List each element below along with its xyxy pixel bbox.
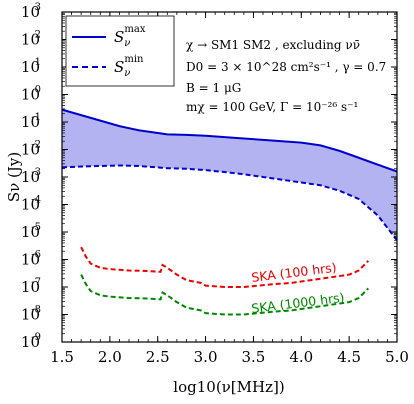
y-tick-label: 10-4 <box>21 195 41 214</box>
y-tick-label: 101 <box>21 57 41 76</box>
x-tick-label: 3.0 <box>194 348 218 366</box>
annotation-mass-rate: mχ = 100 GeV, Γ = 10⁻²⁶ s⁻¹ <box>186 100 358 114</box>
series-layer <box>61 108 398 316</box>
y-tick-label: 10-6 <box>21 250 41 269</box>
sv-band-fill <box>62 109 397 241</box>
annotation-bfield: B = 1 μG <box>186 81 241 95</box>
legend-max-label: Sνmax <box>114 24 146 49</box>
legend: Sνmax Sνmin <box>65 15 175 87</box>
y-tick-label: 10-9 <box>21 332 41 351</box>
tick-label-layer: 1.5 2.0 2.5 3.0 3.5 4.0 4.5 5.0 103 102 101 100 10-1… <box>21 2 409 366</box>
x-tick-label: 4.0 <box>289 348 313 366</box>
y-tick-label: 10-8 <box>21 305 41 324</box>
legend-min-label: Sνmin <box>114 54 144 79</box>
y-tick-label: 10-5 <box>21 222 41 241</box>
annotation-channel: χ → SM1 SM2 , excluding νν̄ <box>186 38 360 52</box>
x-tick-label: 4.5 <box>337 348 361 366</box>
y-axis-title: Sν (Jy) <box>5 152 23 202</box>
tick-layer <box>61 11 398 343</box>
y-tick-label: 10-3 <box>21 167 41 186</box>
x-axis-title: log10(ν[MHz]) <box>173 378 284 396</box>
ska-100-label: SKA (100 hrs) <box>251 260 338 285</box>
y-tick-label: 100 <box>21 85 41 104</box>
y-tick-label: 103 <box>21 2 41 21</box>
x-tick-label: 1.5 <box>50 348 74 366</box>
x-tick-label: 3.5 <box>241 348 265 366</box>
y-tick-label: 10-1 <box>21 112 41 131</box>
fill-layer <box>62 109 397 241</box>
x-tick-label: 2.0 <box>98 348 122 366</box>
y-tick-label: 10-2 <box>21 140 41 159</box>
y-tick-label: 10-7 <box>21 277 41 296</box>
series-line-1 <box>61 164 398 241</box>
series-line-2 <box>80 246 369 288</box>
x-tick-label: 5.0 <box>385 348 409 366</box>
ska-1000-label: SKA (1000 hrs) <box>251 290 346 316</box>
annotation-diffusion: D0 = 3 × 10^28 cm²s⁻¹ , γ = 0.7 <box>186 60 386 74</box>
legend-box <box>65 15 175 87</box>
x-tick-label: 2.5 <box>146 348 170 366</box>
series-line-0 <box>61 108 398 173</box>
y-tick-label: 102 <box>21 30 41 49</box>
series-line-3 <box>80 274 369 316</box>
